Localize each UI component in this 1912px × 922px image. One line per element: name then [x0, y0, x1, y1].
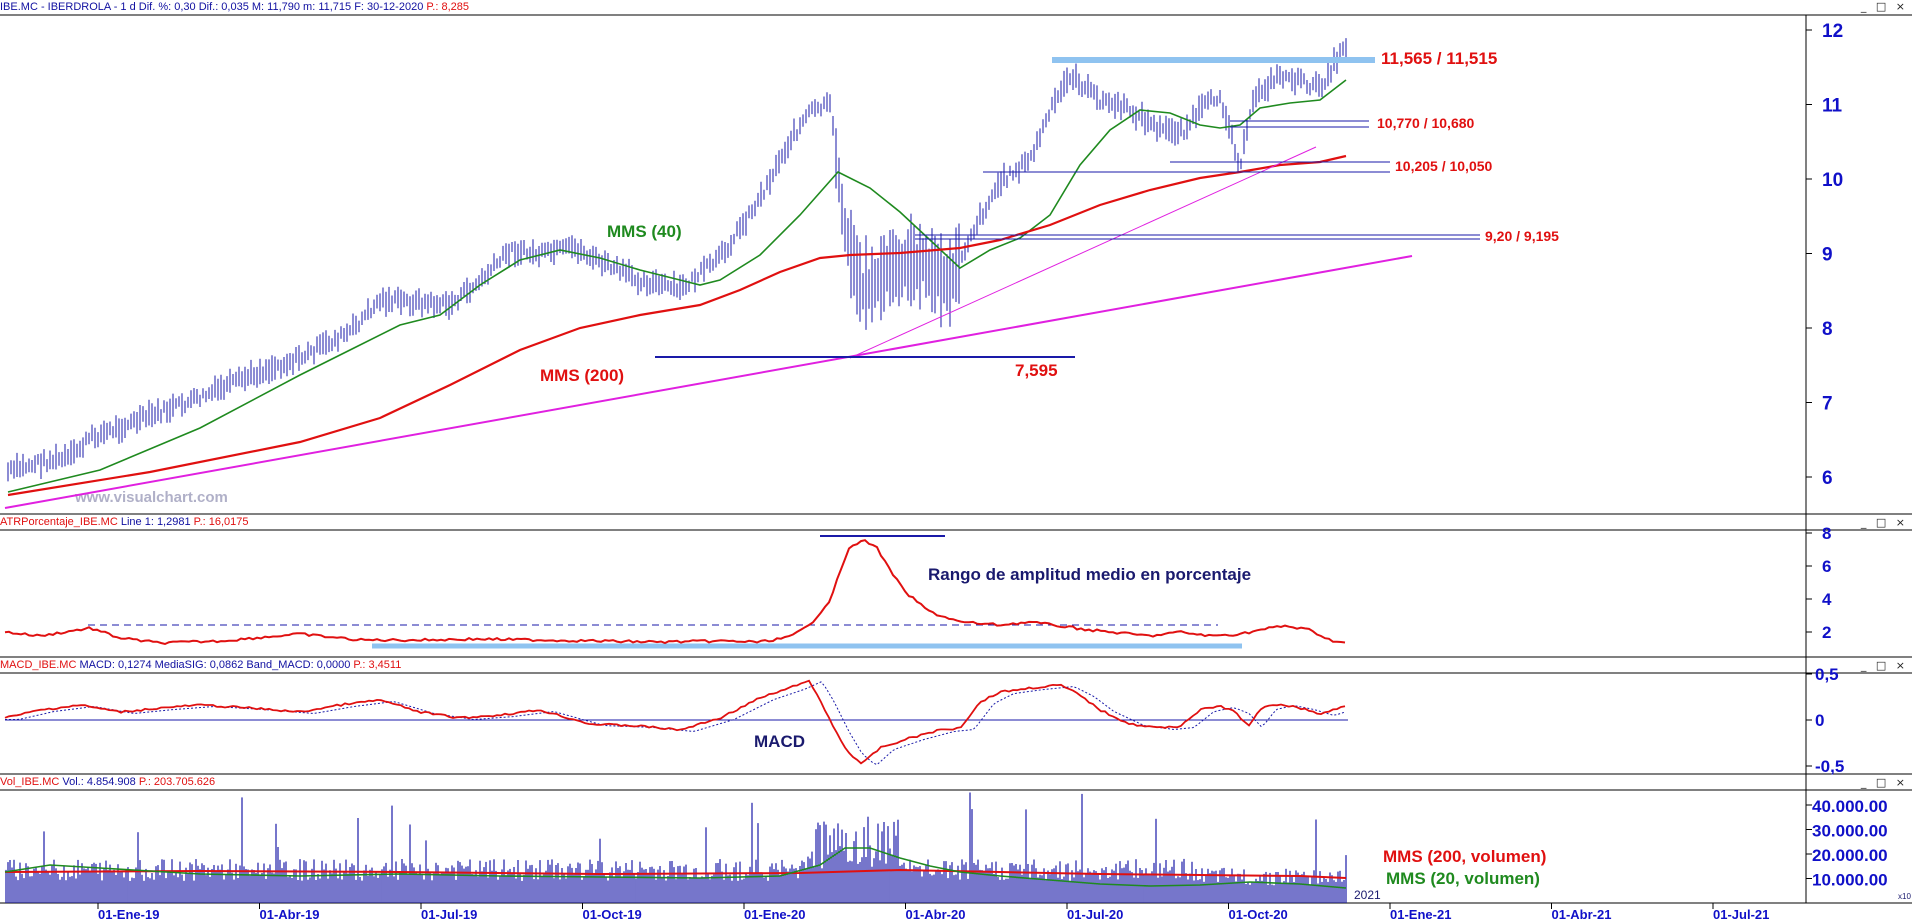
x-tick-label: 01-Abr-21 [1552, 907, 1612, 922]
x-tick-label: 01-Ene-20 [744, 907, 805, 922]
macd-signal-line [5, 681, 1346, 766]
x-tick-label: 01-Abr-19 [260, 907, 320, 922]
mms200-line [7, 154, 1347, 497]
atr-note: Rango de amplitud medio en porcentaje [928, 565, 1251, 584]
vol-mms200-label: MMS (200, volumen) [1383, 847, 1546, 866]
atr-stats: Line 1: 1,2981 [120, 516, 191, 528]
trend-line-long [4, 255, 1413, 509]
atr-panel-header: ATRPorcentaje_IBE.MC Line 1: 1,2981 P.: … [0, 515, 249, 530]
price-panel-header: IBE.MC - IBERDROLA - 1 d Dif. %: 0,30 Di… [0, 0, 469, 15]
atr-name: ATRPorcentaje_IBE.MC [0, 516, 118, 528]
macd-panel-header: MACD_IBE.MC MACD: 0,1274 MediaSIG: 0,086… [0, 658, 401, 673]
macd-y-tick-label: -0,5 [1815, 757, 1844, 776]
macd-name: MACD_IBE.MC [0, 659, 77, 671]
macd-line [4, 679, 1346, 765]
watermark: www.visualchart.com [74, 489, 228, 506]
price-y-tick-label: 8 [1822, 319, 1833, 340]
atr-window-buttons[interactable]: _ □ × [1860, 516, 1908, 529]
r1-label: 11,565 / 11,515 [1381, 49, 1497, 68]
x-tick-label: 01-Ene-21 [1390, 907, 1451, 922]
year-marker: 2021 [1354, 888, 1381, 902]
price-pval: P.: 8,285 [426, 1, 469, 13]
r3-label: 10,205 / 10,050 [1395, 158, 1493, 174]
macd-pval: P.: 3,4511 [353, 659, 402, 671]
atr-y-tick-label: 2 [1822, 623, 1831, 642]
r2-label: 10,770 / 10,680 [1377, 115, 1475, 131]
price-y-tick-label: 12 [1822, 21, 1843, 42]
price-y-tick-label: 11 [1822, 96, 1843, 117]
mms40-line [7, 79, 1347, 493]
price-y-tick-label: 7 [1822, 394, 1833, 415]
support-resistance-lines [655, 57, 1480, 358]
volume-y-tick-label: 20.000.00 [1812, 846, 1888, 865]
atr-y-tick-label: 8 [1822, 524, 1831, 543]
price-stats: Dif. %: 0,30 Dif.: 0,035 M: 11,790 m: 11… [138, 1, 424, 13]
vol-mms20-label: MMS (20, volumen) [1386, 869, 1540, 888]
mms200-label: MMS (200) [540, 366, 624, 385]
mms40-label: MMS (40) [607, 222, 682, 241]
macd-window-buttons[interactable]: _ □ × [1860, 659, 1908, 672]
atr-y-tick-label: 6 [1822, 557, 1831, 576]
price-window-buttons[interactable]: _ □ × [1860, 0, 1908, 13]
period: 1 d [120, 1, 136, 13]
x-tick-label: 01-Oct-19 [583, 907, 642, 922]
price-y-tick-label: 10 [1822, 170, 1843, 191]
x-tick-label: 01-Jul-19 [421, 907, 477, 922]
atr-y-axis: 2 4 6 8 [1806, 524, 1832, 642]
volume-y-tick-label: 10.000.00 [1812, 871, 1888, 890]
vol-window-buttons[interactable]: _ □ × [1860, 776, 1908, 789]
trend-lines [4, 146, 1413, 509]
vol-stats: Vol.: 4.854.908 [62, 776, 136, 788]
x-tick-label: 01-Ene-19 [98, 907, 159, 922]
low-label: 7,595 [1015, 361, 1058, 380]
symbol: IBE.MC - IBERDROLA - [0, 1, 118, 13]
price-bars [7, 38, 1347, 482]
x10-marker: x10 [1898, 892, 1911, 901]
atr-line [4, 539, 1346, 646]
atr-y-tick-label: 4 [1822, 590, 1832, 609]
volume-y-axis: 10.000.00 20.000.00 30.000.00 40.000.00 [1806, 797, 1888, 890]
atr-pval: P.: 16,0175 [193, 516, 249, 528]
x-tick-label: 01-Abr-20 [906, 907, 966, 922]
x-axis: 01-Ene-19 01-Abr-19 01-Jul-19 01-Oct-19 01-E… [97, 903, 1769, 922]
vol-pval: P.: 203.705.626 [138, 776, 216, 788]
price-y-axis: 6 7 8 9 10 11 12 [1806, 21, 1843, 489]
vol-name: Vol_IBE.MC [0, 776, 60, 788]
volume-mms20-line [4, 847, 1347, 889]
macd-y-tick-label: 0 [1815, 711, 1824, 730]
macd-note: MACD [754, 732, 805, 751]
r4-label: 9,20 / 9,195 [1485, 228, 1559, 244]
macd-y-axis: -0,5 0 0,5 [1806, 665, 1844, 776]
vol-panel-header: Vol_IBE.MC Vol.: 4.854.908 P.: 203.705.6… [0, 775, 215, 790]
price-y-tick-label: 6 [1822, 468, 1833, 489]
panel-frames [0, 14, 1912, 904]
trend-line-short [849, 146, 1317, 359]
atr-guides [88, 535, 1242, 649]
price-annotations: MMS (40) MMS (200) 7,595 11,565 / 11,515… [540, 49, 1559, 385]
volume-mms200-line [4, 868, 1347, 879]
macd-stats: MACD: 0,1274 MediaSIG: 0,0862 Band_MACD:… [79, 659, 351, 671]
x-tick-label: 01-Jul-21 [1713, 907, 1769, 922]
x-tick-label: 01-Jul-20 [1067, 907, 1123, 922]
price-y-tick-label: 9 [1822, 245, 1833, 266]
volume-annotations: MMS (200, volumen) MMS (20, volumen) [1383, 847, 1546, 888]
macd-y-tick-label: 0,5 [1815, 665, 1839, 684]
volume-y-tick-label: 30.000.00 [1812, 822, 1888, 841]
x-tick-label: 01-Oct-20 [1229, 907, 1288, 922]
volume-y-tick-label: 40.000.00 [1812, 797, 1888, 816]
